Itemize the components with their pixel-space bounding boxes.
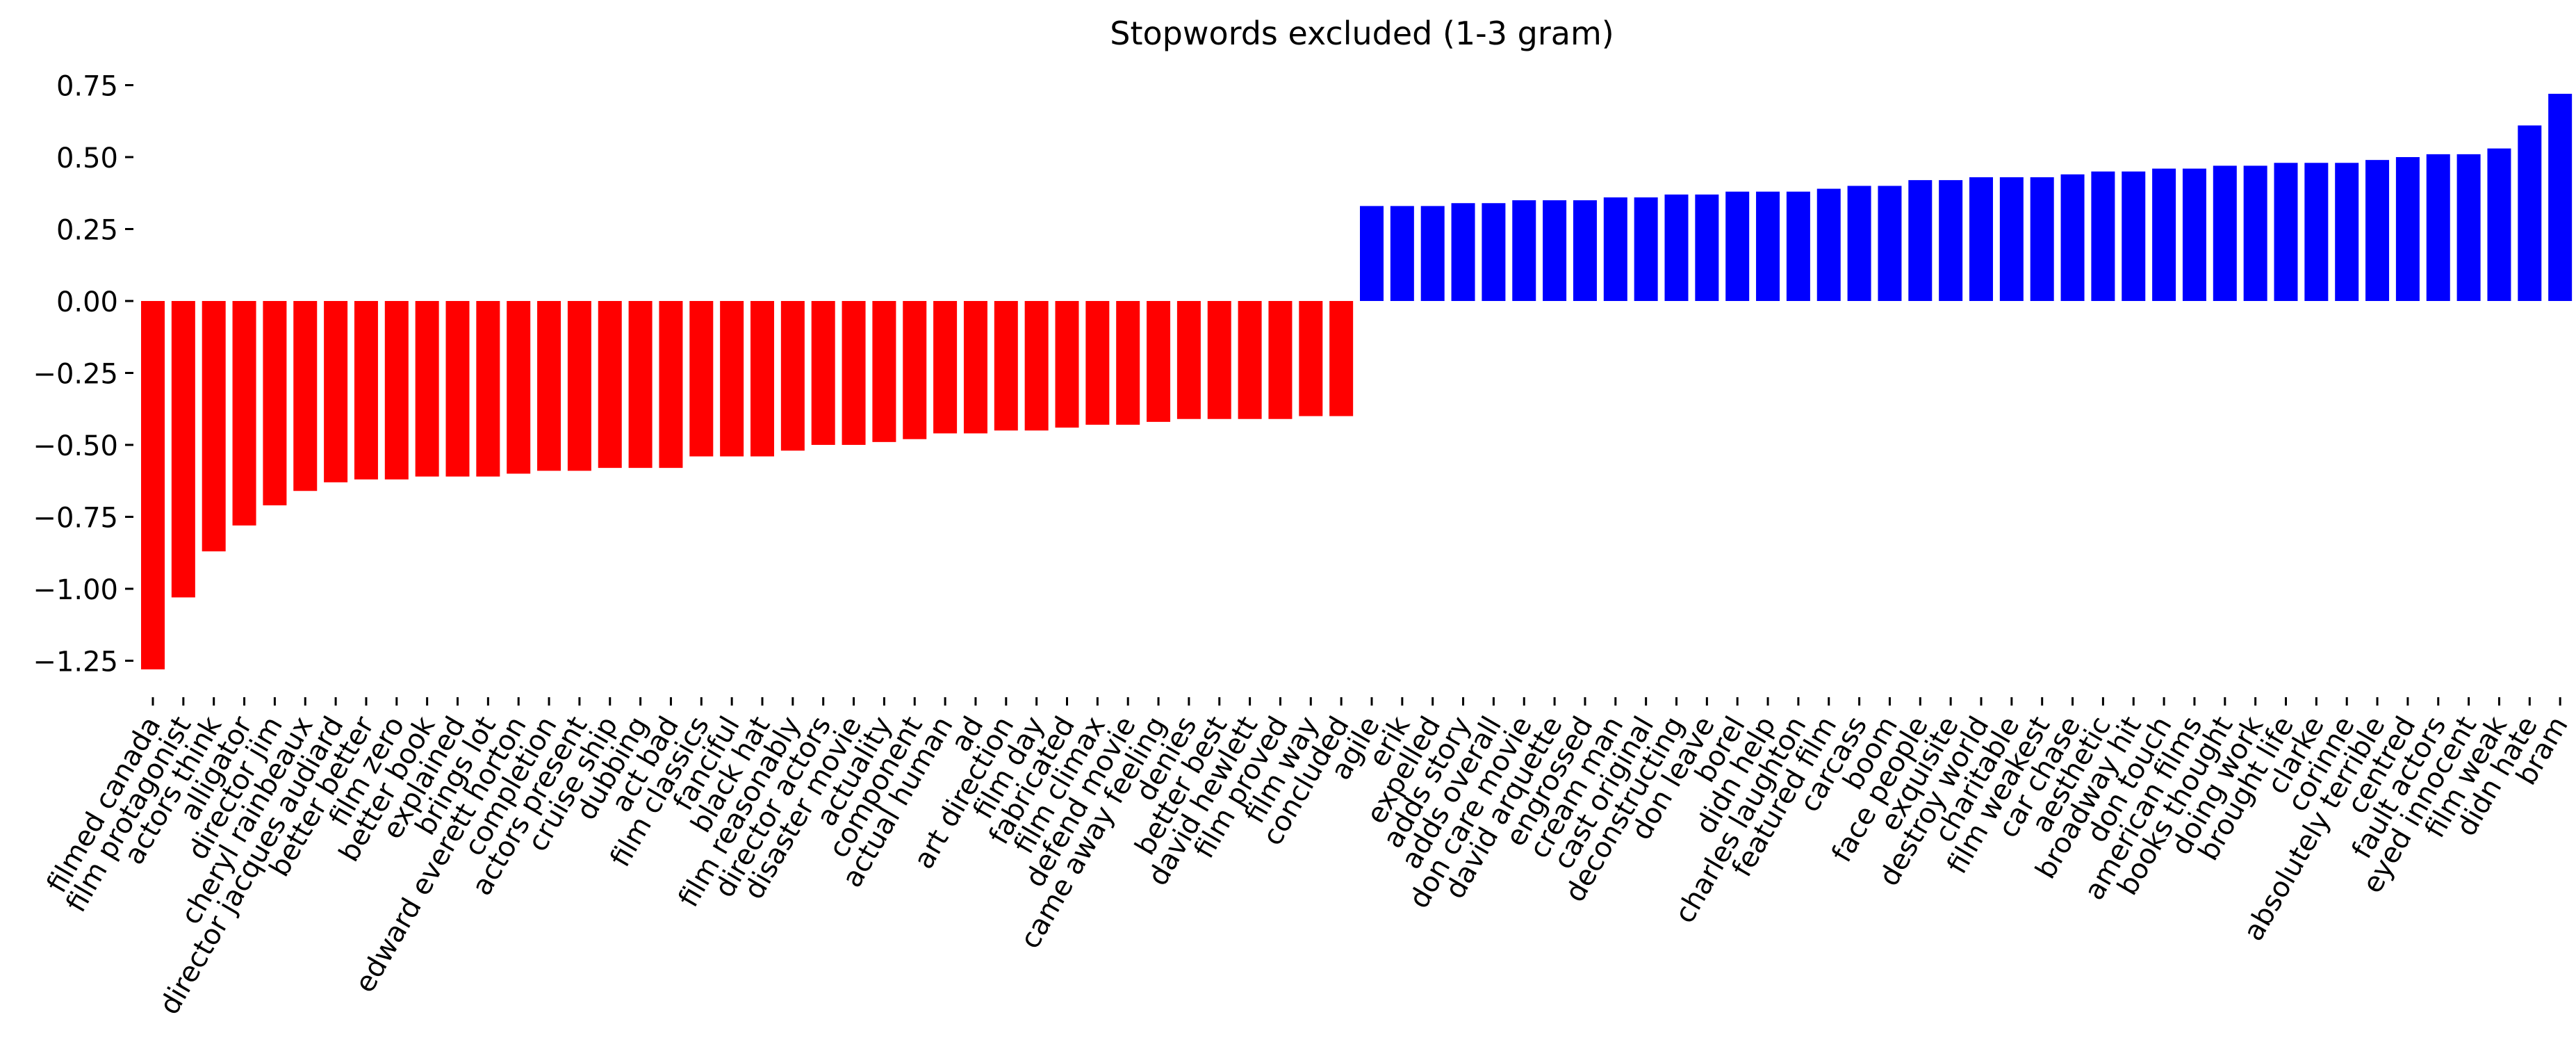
bar-19 [720, 301, 744, 457]
bar-79 [2548, 93, 2573, 302]
bar-40 [1360, 206, 1384, 301]
bar-8 [384, 301, 409, 480]
y-tick-label: −1.25 [33, 646, 118, 678]
bar-4 [263, 301, 287, 505]
bar-68 [2213, 165, 2237, 301]
bar-15 [598, 301, 622, 469]
bar-16 [628, 301, 653, 469]
bar-33 [1147, 301, 1171, 422]
chart-title: Stopwords excluded (1-3 gram) [1110, 15, 1614, 52]
bar-7 [354, 301, 378, 480]
bar-38 [1299, 301, 1323, 416]
bar-17 [659, 301, 683, 469]
bar-26 [933, 301, 958, 434]
bar-46 [1543, 200, 1567, 301]
bar-58 [1908, 180, 1933, 301]
bar-0 [141, 301, 165, 669]
bar-47 [1573, 200, 1597, 301]
bar-73 [2365, 160, 2390, 301]
bar-2 [202, 301, 226, 552]
bar-3 [232, 301, 256, 526]
bar-32 [1116, 301, 1140, 425]
bar-12 [507, 301, 531, 474]
bar-56 [1847, 186, 1871, 301]
bar-49 [1634, 197, 1658, 301]
y-tick-label: −0.50 [33, 430, 118, 462]
bar-35 [1207, 301, 1231, 419]
bar-78 [2518, 125, 2542, 301]
y-tick-label: 0.75 [56, 71, 118, 103]
bar-70 [2274, 163, 2298, 301]
bar-57 [1878, 186, 1902, 301]
bar-42 [1420, 206, 1445, 301]
bar-27 [963, 301, 987, 434]
bar-13 [537, 301, 561, 471]
y-axis: 0.75 0.50 0.25 0.00 −0.25 −0.50 −0.75 −1.00 −1.2… [33, 71, 133, 678]
bar-65 [2122, 171, 2146, 301]
bar-11 [476, 301, 500, 477]
bar-14 [567, 301, 591, 471]
bar-71 [2304, 163, 2329, 301]
bar-37 [1268, 301, 1293, 419]
bar-44 [1482, 203, 1506, 301]
bar-69 [2243, 165, 2267, 301]
bar-55 [1816, 188, 1841, 301]
bar-22 [811, 301, 835, 445]
bar-60 [1969, 177, 1993, 301]
bar-6 [324, 301, 348, 482]
bar-50 [1664, 194, 1689, 301]
bar-23 [842, 301, 866, 445]
bar-5 [293, 301, 318, 491]
bar-1 [171, 301, 195, 598]
bar-75 [2426, 154, 2450, 301]
bar-29 [1024, 301, 1049, 431]
bar-21 [780, 301, 805, 451]
bar-76 [2456, 154, 2481, 301]
bar-10 [445, 301, 470, 477]
bar-64 [2091, 171, 2115, 301]
y-tick-label: −0.25 [33, 359, 118, 391]
bar-59 [1939, 180, 1963, 301]
bar-41 [1390, 206, 1414, 301]
y-tick-label: 0.00 [56, 286, 118, 318]
bar-51 [1695, 194, 1719, 301]
bar-18 [689, 301, 714, 457]
bar-74 [2395, 157, 2420, 301]
bar-34 [1176, 301, 1201, 419]
bar-24 [872, 301, 896, 442]
bar-25 [903, 301, 927, 439]
bar-45 [1512, 200, 1536, 301]
y-tick-label: −1.00 [33, 574, 118, 606]
bar-30 [1055, 301, 1079, 428]
bar-28 [994, 301, 1018, 431]
bars [141, 93, 2573, 669]
bar-77 [2487, 148, 2511, 301]
bar-54 [1786, 191, 1810, 301]
bar-72 [2335, 163, 2359, 301]
bar-67 [2182, 168, 2206, 301]
bar-20 [750, 301, 774, 457]
bar-43 [1451, 203, 1475, 301]
y-tick-label: −0.75 [33, 503, 118, 535]
bar-31 [1085, 301, 1110, 425]
bar-36 [1238, 301, 1262, 419]
bar-52 [1725, 191, 1750, 301]
bar-9 [415, 301, 439, 477]
bar-39 [1329, 301, 1354, 416]
bar-63 [2060, 174, 2085, 301]
bar-48 [1603, 197, 1627, 301]
y-tick-label: 0.50 [56, 143, 118, 174]
bar-66 [2152, 168, 2176, 301]
y-tick-label: 0.25 [56, 215, 118, 247]
bar-62 [2030, 177, 2054, 301]
bar-61 [1999, 177, 2024, 301]
bar-53 [1756, 191, 1780, 301]
